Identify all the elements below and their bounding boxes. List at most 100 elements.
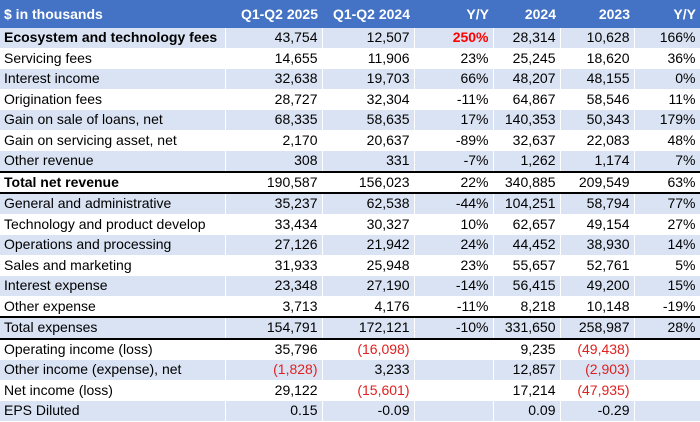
- value-cell: 331: [322, 150, 415, 172]
- value-cell: 77%: [634, 192, 700, 215]
- value-cell: 27,190: [322, 275, 415, 297]
- value-cell: 8,218: [493, 296, 561, 318]
- value-cell: 58,635: [322, 109, 415, 131]
- value-cell: 308: [225, 150, 323, 172]
- row-label: Operations and processing: [0, 234, 226, 256]
- row-label: EPS Diluted: [0, 400, 226, 422]
- value-cell: 10%: [414, 214, 494, 235]
- value-cell: 1,174: [560, 150, 635, 172]
- row-label: Gain on sale of loans, net: [0, 109, 226, 131]
- table-body: Ecosystem and technology fees 43,754 12,50…: [0, 28, 700, 422]
- header-cell: Q1-Q2 2025: [225, 0, 322, 28]
- table-row: Other expense 3,713 4,176 -11% 8,218 10,148 -1…: [0, 296, 700, 318]
- value-cell: 14,655: [225, 48, 323, 69]
- value-cell: 32,637: [493, 130, 561, 151]
- row-label: Technology and product develop: [0, 214, 226, 235]
- table-row: Gain on sale of loans, net 68,335 58,635 17…: [0, 109, 700, 131]
- value-cell: -0.09: [322, 400, 415, 422]
- value-cell: 27%: [634, 214, 700, 235]
- value-cell: 25,948: [322, 255, 415, 276]
- value-cell: -10%: [414, 316, 494, 339]
- value-cell: 33,434: [225, 214, 323, 235]
- row-label: Origination fees: [0, 89, 226, 110]
- value-cell: 49,154: [560, 214, 635, 235]
- table-row: Sales and marketing 31,933 25,948 23% 55,657…: [0, 255, 700, 276]
- value-cell: 140,353: [493, 109, 561, 131]
- value-cell: 18,620: [560, 48, 635, 69]
- value-cell: 331,650: [493, 316, 561, 339]
- row-label: Ecosystem and technology fees: [0, 28, 226, 49]
- row-label: Other expense: [0, 296, 226, 318]
- table-row: Operations and processing 27,126 21,942 24%…: [0, 234, 700, 256]
- value-cell: 4,176: [322, 296, 415, 318]
- value-cell: 22,083: [560, 130, 635, 151]
- value-cell: 1,262: [493, 150, 561, 172]
- table-row: Net income (loss) 29,122 (15,601) 17,214 (47…: [0, 380, 700, 401]
- table-row: Total expenses 154,791 172,121 -10% 331,650 2…: [0, 316, 700, 339]
- value-cell: 154,791: [225, 316, 323, 339]
- value-cell: 50,343: [560, 109, 635, 131]
- value-cell: 10,148: [560, 296, 635, 318]
- value-cell: 3,233: [322, 359, 415, 381]
- table-row: Interest expense 23,348 27,190 -14% 56,415 49…: [0, 275, 700, 297]
- value-cell: 32,638: [225, 68, 323, 90]
- table-row: Gain on servicing asset, net 2,170 20,637-…: [0, 130, 700, 151]
- empty-cell: [414, 380, 494, 401]
- empty-cell: [414, 359, 494, 381]
- value-cell: 35,237: [225, 192, 323, 215]
- value-cell: 32,304: [322, 89, 415, 110]
- value-cell: (49,438): [560, 337, 635, 360]
- value-cell: 23%: [414, 255, 494, 276]
- value-cell: 10,628: [560, 28, 635, 49]
- value-cell: 104,251: [493, 192, 561, 215]
- header-row: $ in thousands Q1-Q2 2025 Q1-Q2 2024 Y/Y 202…: [0, 0, 700, 28]
- empty-cell: [414, 400, 494, 422]
- table-row: Origination fees 28,727 32,304 -11% 64,867 58…: [0, 89, 700, 110]
- value-cell: 55,657: [493, 255, 561, 276]
- row-label: Other revenue: [0, 150, 226, 172]
- value-cell: 29,122: [225, 380, 323, 401]
- value-cell: (15,601): [322, 380, 415, 401]
- value-cell: 58,546: [560, 89, 635, 110]
- value-cell: 43,754: [225, 28, 323, 49]
- value-cell: 56,415: [493, 275, 561, 297]
- value-cell: 15%: [634, 275, 700, 297]
- value-cell: 17%: [414, 109, 494, 131]
- row-label: Servicing fees: [0, 48, 226, 69]
- value-cell: 49,200: [560, 275, 635, 297]
- value-cell: (47,935): [560, 380, 635, 401]
- row-label: General and administrative: [0, 192, 226, 215]
- value-cell: -11%: [414, 89, 494, 110]
- table-row: Technology and product develop 33,434 30,3…: [0, 214, 700, 235]
- empty-cell: [414, 337, 494, 360]
- value-cell: 7%: [634, 150, 700, 172]
- value-cell: 66%: [414, 68, 494, 90]
- value-cell: 190,587: [225, 170, 323, 194]
- value-cell: 24%: [414, 234, 494, 256]
- value-cell: 20,637: [322, 130, 415, 151]
- value-cell: 19,703: [322, 68, 415, 90]
- empty-cell: [634, 380, 700, 401]
- value-cell: 25,245: [493, 48, 561, 69]
- value-cell: 58,794: [560, 192, 635, 215]
- value-cell: (16,098): [322, 337, 415, 360]
- value-cell: 21,942: [322, 234, 415, 256]
- header-cell: 2024: [493, 0, 560, 28]
- row-label: Operating income (loss): [0, 337, 226, 360]
- value-cell: 0.09: [493, 400, 561, 422]
- value-cell: 38,930: [560, 234, 635, 256]
- value-cell: 14%: [634, 234, 700, 256]
- value-cell: (2,903): [560, 359, 635, 381]
- value-cell: 156,023: [322, 170, 415, 194]
- value-cell: 166%: [634, 28, 700, 49]
- row-label: Interest expense: [0, 275, 226, 297]
- value-cell: -7%: [414, 150, 494, 172]
- value-cell: 35,796: [225, 337, 323, 360]
- row-label: Total net revenue: [0, 170, 226, 194]
- value-cell: 68,335: [225, 109, 323, 131]
- value-cell: 12,507: [322, 28, 415, 49]
- value-cell: 3,713: [225, 296, 323, 318]
- row-label: Net income (loss): [0, 380, 226, 401]
- value-cell: 22%: [414, 170, 494, 194]
- value-cell: 36%: [634, 48, 700, 69]
